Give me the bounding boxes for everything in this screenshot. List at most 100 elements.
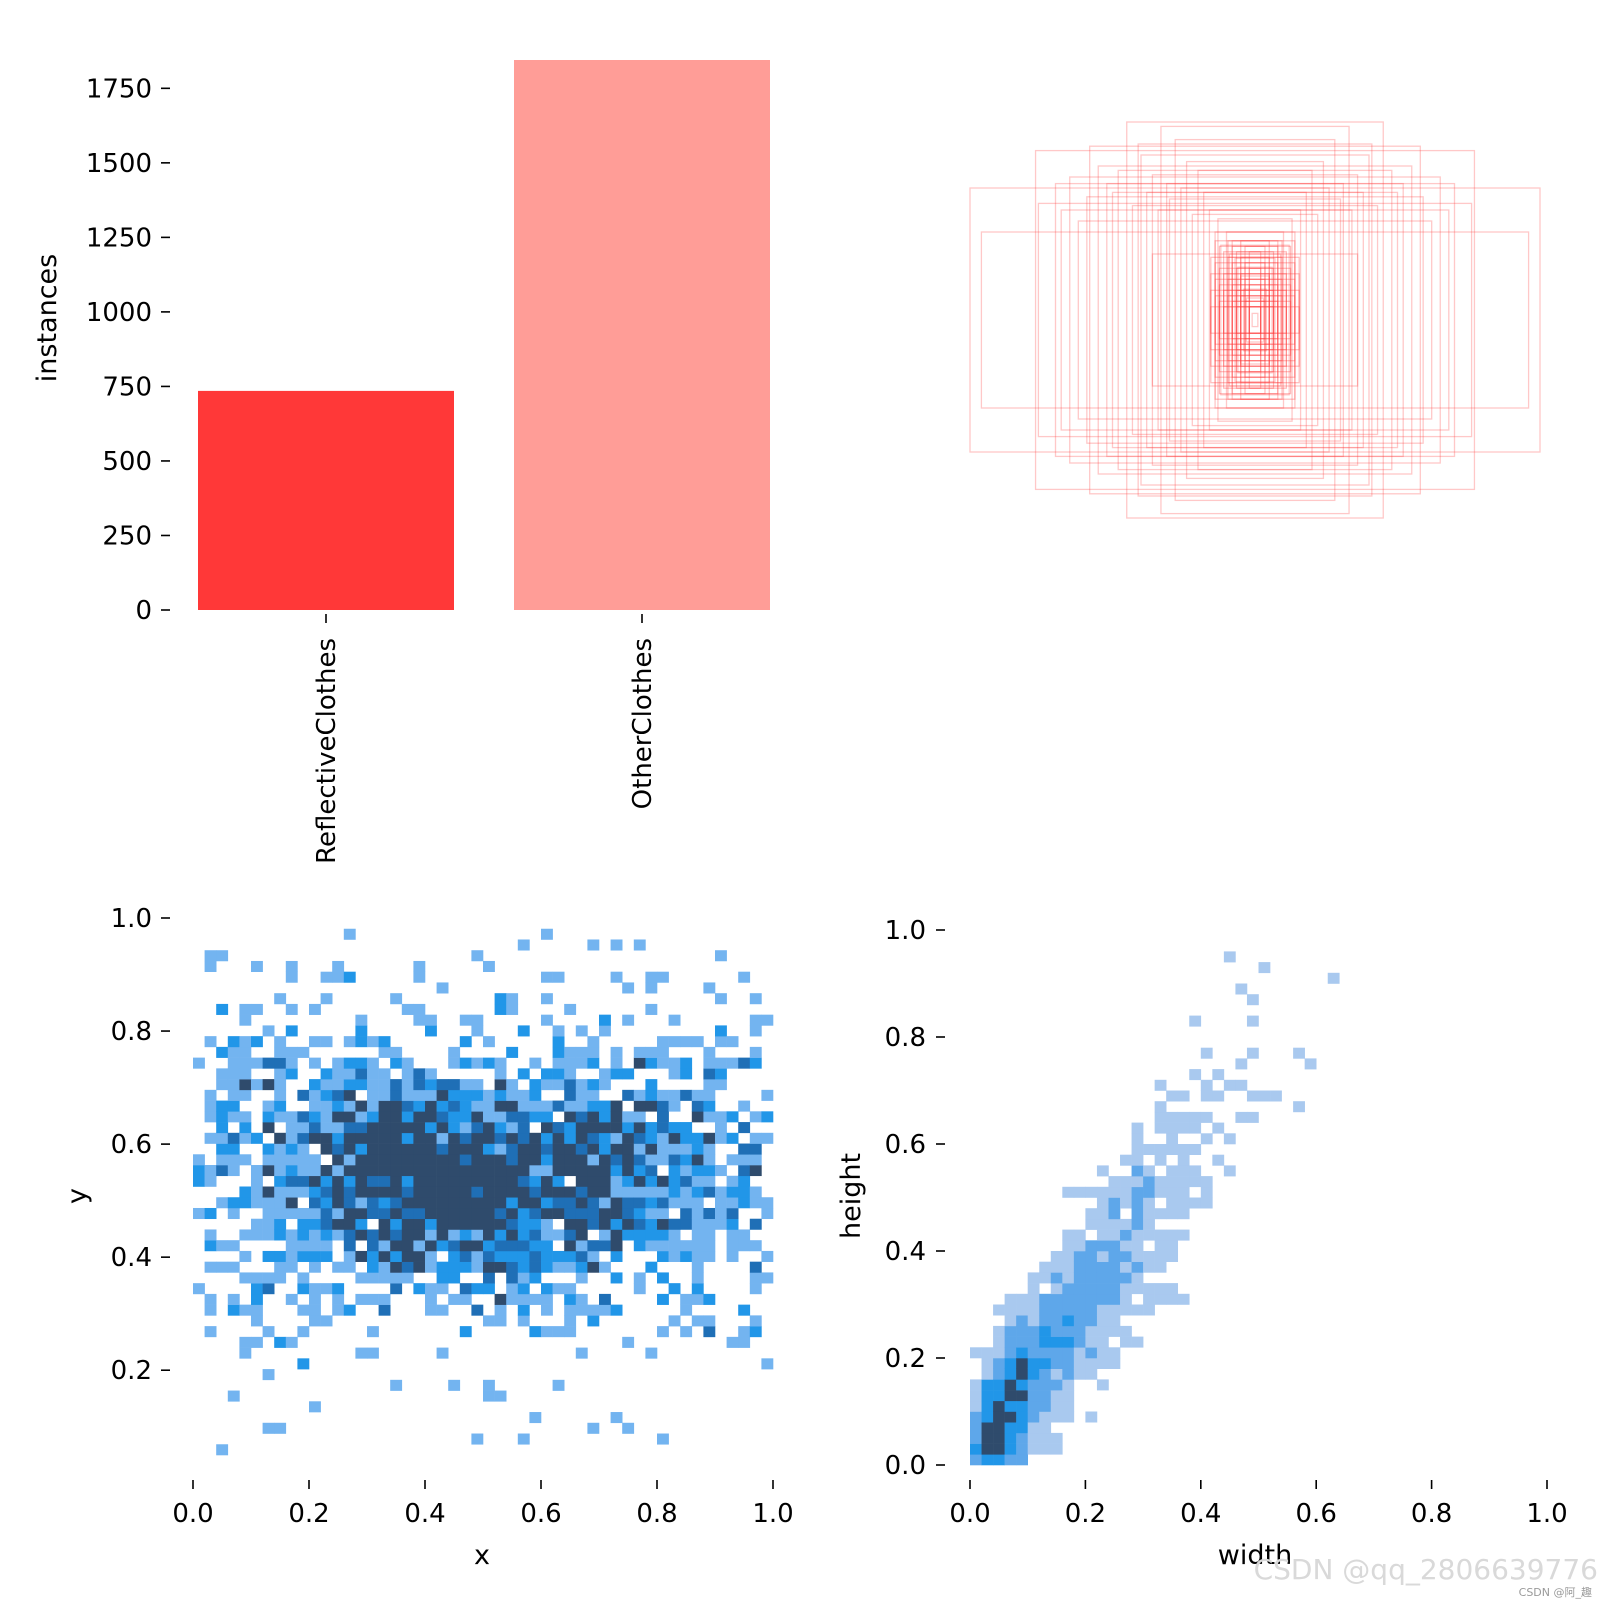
xy-cell [309,1100,321,1112]
xy-cell [401,1057,414,1069]
wh-cell [1223,1133,1236,1145]
box-outline [1185,160,1325,480]
xy-cell [529,1261,542,1273]
wh-cell [1166,1176,1179,1188]
xy-cell [483,1315,495,1327]
box-outline [1227,256,1283,384]
xy-cell [587,1261,600,1273]
xy-cell [587,1046,600,1058]
xy-cell [239,1089,252,1101]
xy-cell [622,1122,635,1134]
xy-cell [761,1358,774,1370]
xy-cell [552,1046,565,1058]
xy-cell [216,1444,229,1456]
xy-cell [633,1154,646,1166]
box-outline [1214,278,1296,362]
xy-cell [703,1326,716,1338]
bar-x-tick-label: ReflectiveClothes [312,638,342,864]
wh-cell [1050,1432,1063,1444]
xy-cell [401,1272,414,1284]
xy-cell [390,1261,403,1273]
xy-cell [749,1240,762,1252]
wh-cell [1062,1325,1075,1337]
xy-cell [564,1100,577,1112]
wh-cell [1004,1443,1017,1455]
wh-cell [1085,1325,1098,1337]
bar-y-tick-label: 500 [102,447,152,477]
xy-cell [749,1143,762,1155]
xy-cell [285,1240,298,1252]
xy-cell [378,1111,391,1123]
xy-cell [355,1025,368,1037]
xy-cell [668,1068,681,1080]
xy-cell [378,1197,391,1209]
xy-cell [726,1175,739,1187]
xy-cell [587,1057,600,1069]
xy-cell [436,1283,449,1295]
box-outline [1137,143,1373,497]
wh-cell [1131,1186,1144,1198]
xy-cell [193,1057,205,1069]
xy-cell [320,1229,333,1241]
xy-y-axis-title: y [62,1188,93,1204]
xy-cell [367,1132,379,1144]
xy-cell [390,1100,403,1112]
xy-cell [564,1315,577,1327]
box-outline [1240,240,1270,400]
xy-cell [680,1132,693,1144]
xy-cell [645,1154,658,1166]
xy-cell [401,1240,414,1252]
xy-cell [425,1207,437,1220]
xy-cell [645,1186,658,1198]
xy-cell [529,1272,542,1284]
xy-cell [262,1111,275,1123]
wh-cell [1246,1090,1259,1102]
wh-cell [1085,1411,1098,1423]
xy-cell [436,1229,449,1241]
wh-cell [993,1432,1005,1444]
wh-cell [1120,1293,1132,1305]
xy-cell [274,1175,287,1187]
xy-cell [529,1175,542,1187]
xy-cell [390,1143,403,1155]
xy-y-tick-label: 0.6 [111,1130,152,1160]
xy-cell [575,1165,588,1177]
xy-cell [239,1036,252,1048]
wh-cell [1143,1229,1155,1241]
wh-cell [1096,1347,1109,1359]
xy-cell [471,1100,484,1112]
wh-cell [1085,1283,1098,1295]
xy-cell [448,1122,461,1134]
wh-cell [1050,1336,1063,1348]
xy-cell [413,1283,426,1295]
xy-cell [541,1207,553,1220]
wh-cell [981,1379,994,1391]
wh-cell [1120,1154,1132,1166]
xy-cell [448,1100,461,1112]
wh-cell [1016,1347,1028,1359]
xy-cell [309,1283,321,1295]
xy-cell [494,1143,507,1155]
wh-cell [993,1443,1005,1455]
xy-cell [332,1175,345,1187]
xy-cell [657,1100,669,1112]
box-outline [1191,213,1319,427]
xy-cell [541,1154,553,1166]
wh-cell [1154,1101,1167,1113]
xy-cell [378,1175,391,1187]
wh-cell [1189,1197,1202,1209]
box-outline [1248,306,1262,334]
wh-cell [993,1411,1005,1423]
xy-x-tick-label: 0.8 [636,1499,677,1529]
xy-cell [413,1186,426,1198]
wh-heatmap-cells [970,951,1340,1466]
xy-cell [332,1186,345,1198]
xy-cell [390,1218,403,1230]
xy-cell [343,1079,356,1091]
xy-cell [343,1261,356,1273]
wh-cell [1166,1251,1179,1262]
wh-cell [1027,1379,1040,1391]
xy-cell [459,1207,472,1220]
xy-cell [633,1240,646,1252]
